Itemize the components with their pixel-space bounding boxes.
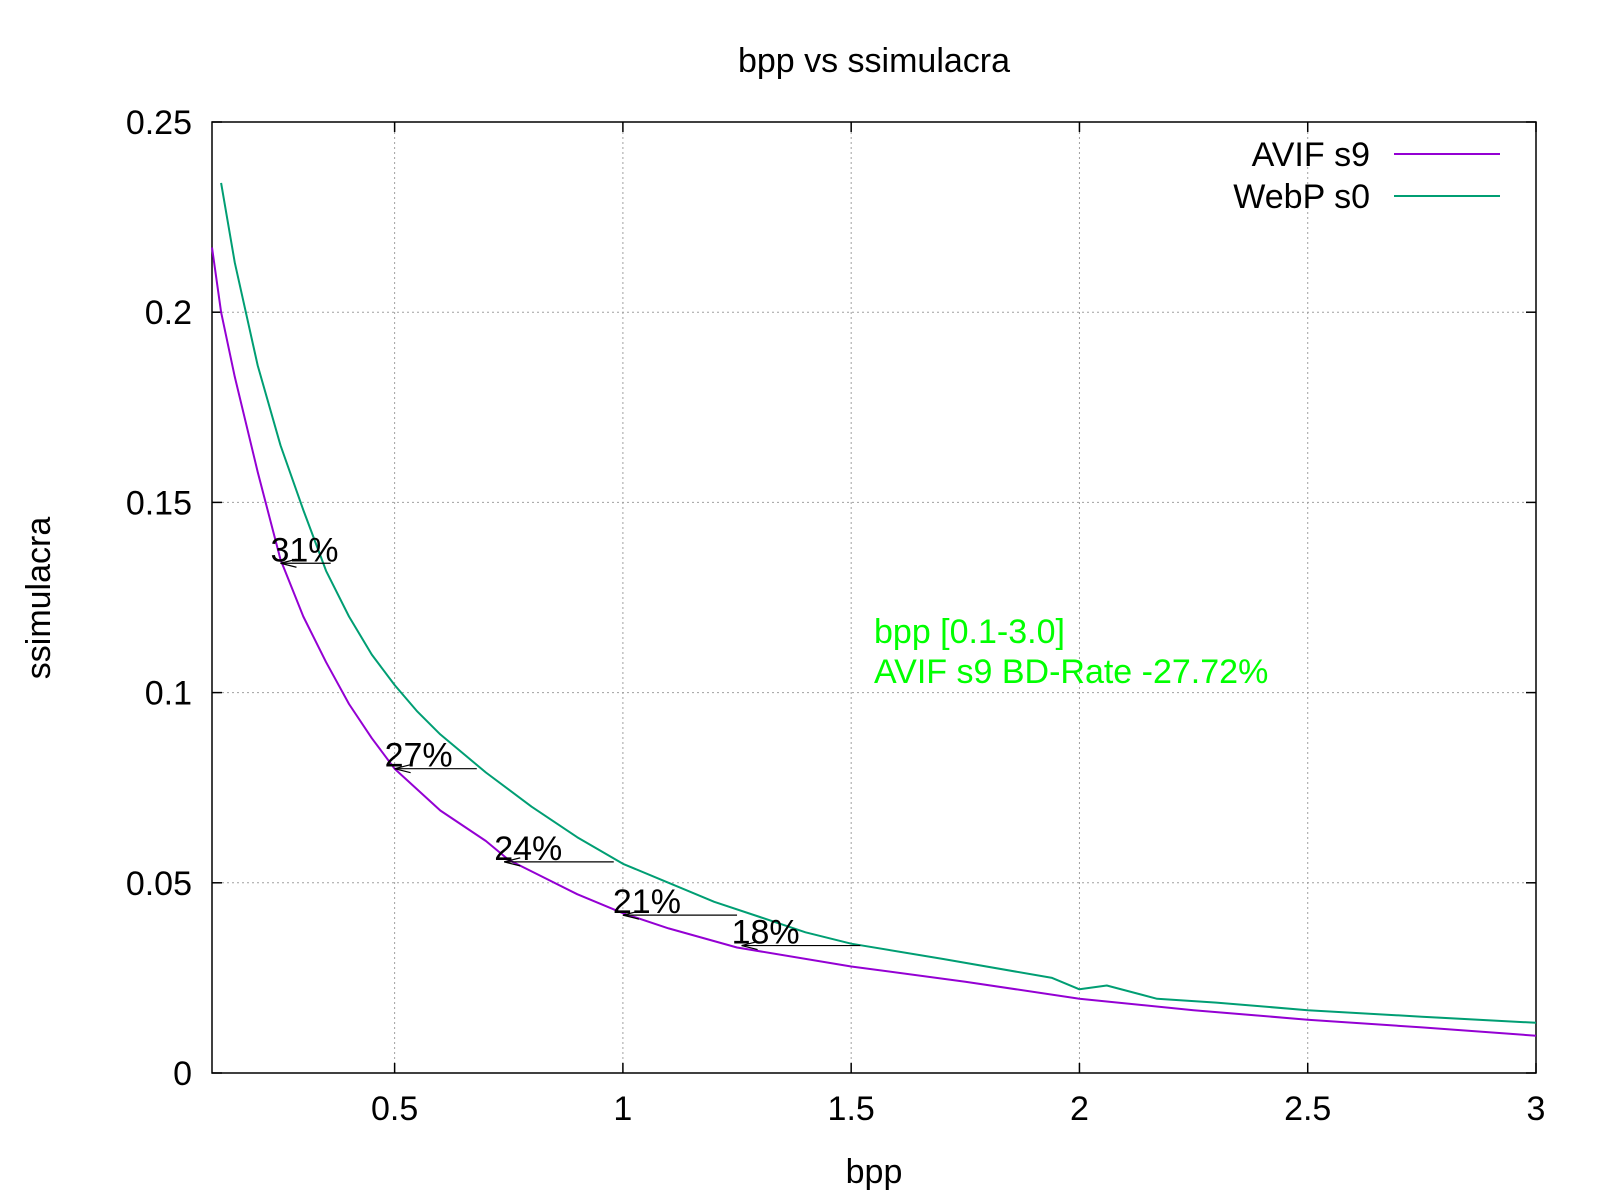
annotation-arrowhead bbox=[741, 940, 758, 951]
annotation-label: 27% bbox=[385, 737, 453, 775]
x-tick-label: 3 bbox=[1527, 1090, 1546, 1128]
legend: AVIF s9 WebP s0 bbox=[1233, 136, 1500, 216]
annotation-label: 21% bbox=[613, 883, 681, 921]
annotation-layer: 31% 27% 24% 21% 18% bbox=[270, 531, 861, 952]
x-axis-label: bpp bbox=[846, 1153, 903, 1191]
plot-frame bbox=[211, 121, 1537, 1074]
x-tick-label: 1 bbox=[613, 1090, 632, 1128]
ticks: 0.5 1 1.5 2 2.5 3 0 0.05 0.1 0.15 0.2 0.25 bbox=[126, 104, 1546, 1128]
legend-label: AVIF s9 bbox=[1252, 136, 1370, 174]
x-tick-label: 2 bbox=[1070, 1090, 1089, 1128]
note-line: AVIF s9 BD-Rate -27.72% bbox=[874, 653, 1268, 691]
x-tick-label: 0.5 bbox=[371, 1090, 418, 1128]
annotation-arrowhead bbox=[622, 910, 640, 920]
annotation-label: 18% bbox=[732, 914, 800, 952]
legend-label: WebP s0 bbox=[1233, 178, 1370, 216]
note-line: bpp [0.1-3.0] bbox=[874, 613, 1065, 651]
bd-rate-note: bpp [0.1-3.0]AVIF s9 BD-Rate -27.72% bbox=[874, 613, 1268, 691]
y-tick-label: 0.05 bbox=[126, 865, 192, 903]
grid bbox=[212, 122, 1536, 1073]
y-tick-label: 0.15 bbox=[126, 484, 192, 522]
y-tick-label: 0.2 bbox=[145, 294, 192, 332]
y-tick-label: 0.25 bbox=[126, 104, 192, 142]
x-tick-label: 2.5 bbox=[1284, 1090, 1331, 1128]
series-layer bbox=[211, 182, 1537, 1037]
annotation-arrowhead bbox=[280, 558, 297, 568]
annotation-label: 31% bbox=[270, 531, 338, 569]
chart-title: bpp vs ssimulacra bbox=[738, 42, 1010, 80]
annotation-arrowhead bbox=[394, 764, 411, 774]
y-axis-label: ssimulacra bbox=[20, 517, 58, 680]
x-tick-label: 1.5 bbox=[828, 1090, 875, 1128]
annotation-label: 24% bbox=[494, 830, 562, 868]
series-line-webp-s0 bbox=[220, 182, 1537, 1024]
series-line-avif-s9 bbox=[211, 247, 1537, 1037]
annotation-arrowhead bbox=[504, 857, 521, 867]
y-tick-label: 0.1 bbox=[145, 675, 192, 713]
y-tick-label: 0 bbox=[173, 1055, 192, 1093]
